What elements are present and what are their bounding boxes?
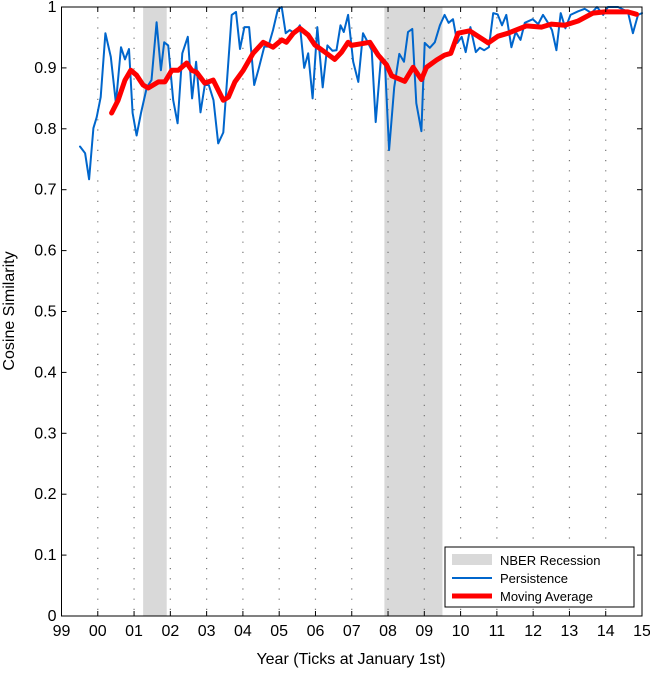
x-tick-label: 99 [53,623,71,640]
legend-label-recession: NBER Recession [500,553,600,568]
x-axis-label: Year (Ticks at January 1st) [256,651,445,668]
x-tick-label: 03 [198,623,216,640]
x-tick-label: 12 [524,623,542,640]
y-tick-label: 0.3 [34,425,56,442]
legend: NBER Recession Persistence Moving Averag… [444,546,635,608]
legend-label-persistence: Persistence [500,571,568,586]
recession-shading [143,7,443,616]
y-tick-label: 0.2 [34,486,56,503]
y-tick-label: 0.7 [34,182,56,199]
y-tick-label: 0.6 [34,243,56,260]
axis-ticks: 99 00 01 02 03 04 05 06 07 08 09 10 11 12 13 14 15 0 0.1 0.… [34,0,650,640]
x-tick-label: 02 [161,623,179,640]
y-tick-label: 0.9 [34,60,56,77]
x-tick-label: 11 [489,623,506,640]
x-tick-label: 05 [270,623,288,640]
legend-swatch-recession [452,554,492,565]
y-tick-label: 0.1 [34,547,56,564]
x-tick-label: 07 [343,623,361,640]
series-lines [79,6,643,181]
y-axis-label: Cosine Similarity [1,251,18,370]
y-tick-label: 0 [48,608,57,625]
x-tick-label: 06 [307,623,325,640]
x-tick-label: 13 [561,623,579,640]
y-tick-label: 0.8 [34,121,56,138]
x-tick-label: 14 [597,623,615,640]
y-tick-label: 0.5 [34,304,56,321]
moving-average-line [109,9,640,116]
persistence-line [79,6,643,181]
y-tick-label: 1 [48,0,57,16]
x-tick-label: 00 [89,623,107,640]
x-tick-label: 01 [125,623,143,640]
recession-band [143,7,167,616]
x-tick-label: 04 [234,623,252,640]
x-tick-label: 08 [379,623,397,640]
y-tick-label: 0.4 [34,364,56,381]
legend-label-moving-average: Moving Average [500,589,593,604]
x-tick-label: 10 [452,623,470,640]
x-tick-label: 09 [415,623,433,640]
x-tick-label: 15 [633,623,650,640]
recession-band [384,7,443,616]
